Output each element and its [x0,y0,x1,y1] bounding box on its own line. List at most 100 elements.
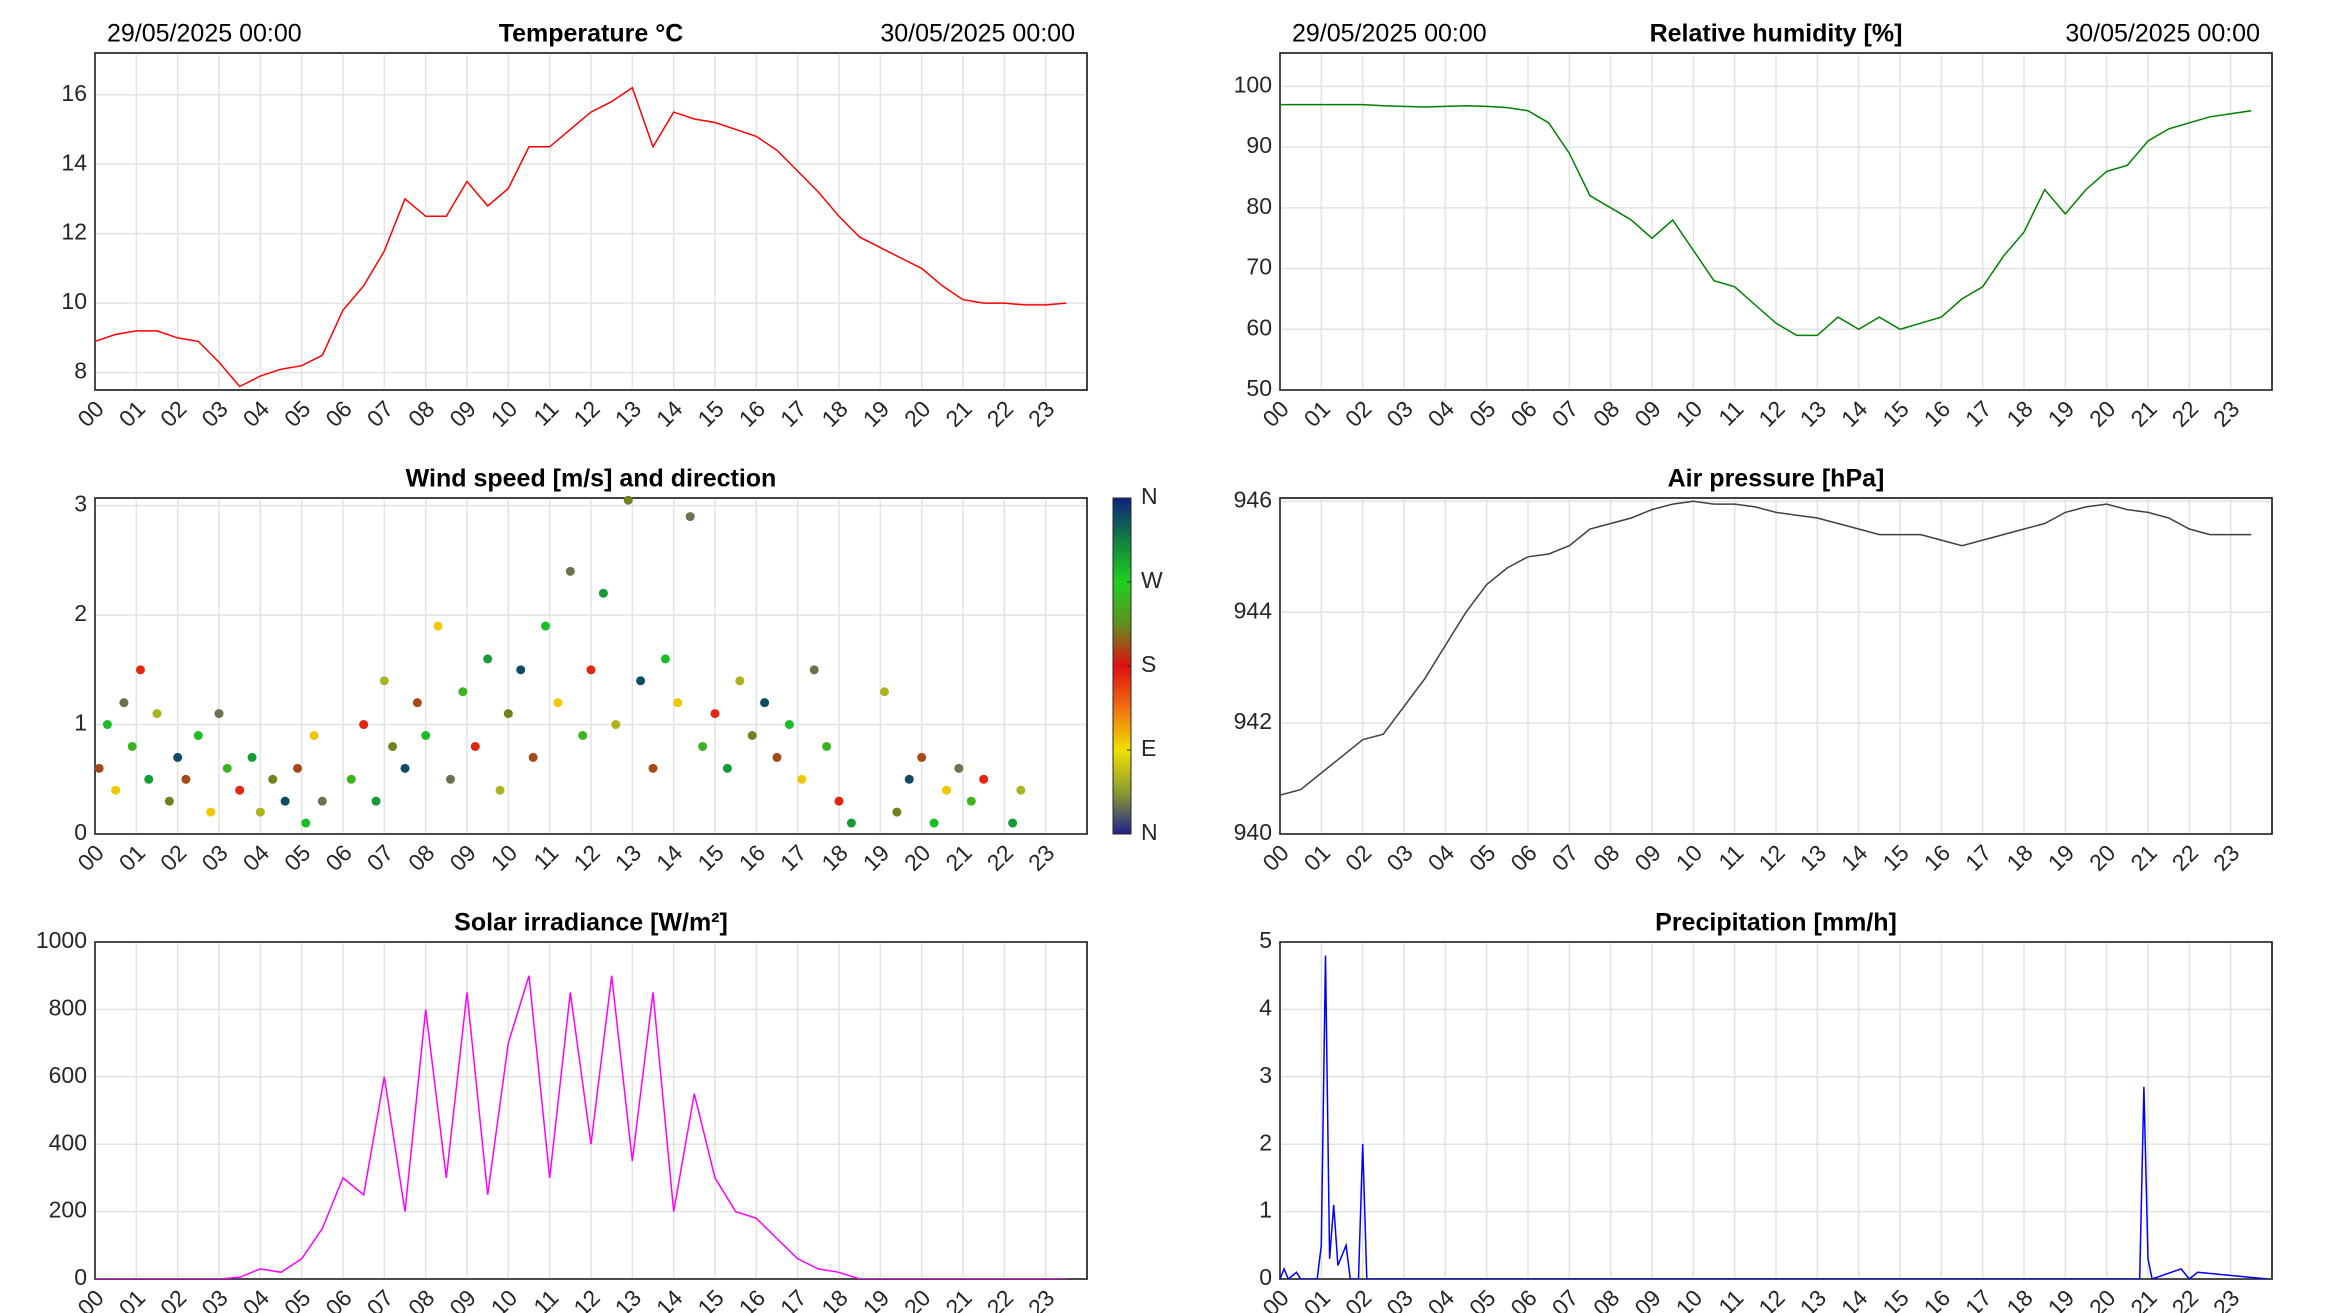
date-label: 30/05/2025 00:00 [880,20,1075,48]
x-tick-label: 10 [1671,839,1707,875]
x-tick-label: 15 [692,839,728,875]
y-tick-label: 90 [1246,132,1272,158]
x-tick-label: 06 [320,395,356,431]
wind-point [119,698,129,708]
x-tick-label: 18 [2001,839,2037,875]
wind-point [309,730,319,740]
wind-point [458,687,468,697]
x-tick-label: 04 [238,395,275,432]
y-tick-label: 2 [74,600,87,626]
y-tick-label: 940 [1234,819,1272,845]
x-tick-label: 02 [1340,395,1376,431]
x-tick-label: 13 [1795,1284,1831,1313]
x-tick-label: 14 [1836,395,1873,432]
x-tick-label: 21 [940,1284,976,1313]
x-tick-label: 19 [858,1284,894,1313]
x-tick-label: 15 [692,395,728,431]
y-tick-label: 1 [1259,1197,1272,1223]
wind-point [735,676,745,686]
wind-point [222,763,232,773]
wind-point [954,763,964,773]
wind-point [400,763,410,773]
x-tick-label: 22 [982,395,1018,431]
x-tick-label: 02 [155,395,191,431]
y-tick-label: 80 [1246,193,1272,219]
x-tick-label: 20 [2084,1284,2120,1313]
x-tick-label: 05 [279,395,315,431]
wind-point [623,495,633,505]
wind-point [135,665,145,675]
y-tick-label: 946 [1234,486,1272,512]
x-tick-label: 04 [238,839,275,876]
x-tick-label: 15 [1877,1284,1913,1313]
x-tick-label: 19 [858,395,894,431]
wind-point [483,654,493,664]
wind-point [144,774,154,784]
x-tick-label: 17 [1960,839,1996,875]
x-tick-label: 14 [651,1284,688,1313]
wind-point [495,785,505,795]
wind-point [917,752,927,762]
x-tick-label: 13 [1795,839,1831,875]
x-tick-label: 16 [734,1284,770,1313]
y-tick-label: 200 [49,1197,87,1223]
y-tick-label: 0 [74,1264,87,1290]
colorbar-label: W [1141,567,1163,593]
x-tick-label: 01 [114,395,150,431]
x-tick-label: 08 [403,1284,439,1313]
x-tick-label: 10 [486,839,522,875]
y-tick-label: 5 [1259,927,1272,953]
x-tick-label: 01 [1299,839,1335,875]
x-tick-label: 10 [486,395,522,431]
wind-point [255,807,265,817]
x-tick-label: 11 [528,395,563,430]
x-tick-label: 02 [1340,839,1376,875]
colorbar-label: S [1141,651,1156,677]
x-tick-label: 11 [1713,839,1748,874]
wind-point [1008,818,1018,828]
data-line [95,86,1067,388]
x-tick-label: 03 [1381,395,1417,431]
x-tick-label: 06 [320,1284,356,1313]
wind-point [421,730,431,740]
wind-point [173,752,183,762]
x-tick-label: 12 [568,395,604,431]
x-tick-label: 13 [610,839,646,875]
x-tick-label: 16 [1919,839,1955,875]
wind-point [648,763,658,773]
colorbar-label: E [1141,735,1156,761]
x-tick-label: 19 [2043,839,2079,875]
wind-point [445,774,455,784]
x-tick-label: 04 [1423,395,1460,432]
x-tick-label: 23 [1023,395,1059,431]
y-tick-label: 0 [1259,1264,1272,1290]
x-tick-label: 19 [2043,1284,2079,1313]
x-tick-label: 21 [940,395,976,431]
wind-point [470,741,480,751]
wind-point [301,818,311,828]
y-tick-label: 12 [61,219,87,245]
y-tick-label: 1000 [36,927,87,953]
wind-point [722,763,732,773]
wind-point [388,741,398,751]
y-tick-label: 942 [1234,708,1272,734]
wind-point [111,785,121,795]
plot-border [94,941,1088,1280]
y-tick-label: 2 [1259,1129,1272,1155]
x-tick-label: 23 [2208,395,2244,431]
x-tick-label: 12 [1753,1284,1789,1313]
x-tick-label: 12 [568,1284,604,1313]
wind-point [979,774,989,784]
x-tick-label: 02 [155,1284,191,1313]
wind-point [152,709,162,719]
x-tick-label: 18 [816,1284,852,1313]
x-tick-label: 15 [692,1284,728,1313]
x-tick-label: 08 [403,839,439,875]
x-tick-label: 07 [362,839,398,875]
y-tick-label: 1 [74,710,87,736]
x-tick-label: 00 [72,395,108,431]
y-tick-label: 70 [1246,254,1272,280]
